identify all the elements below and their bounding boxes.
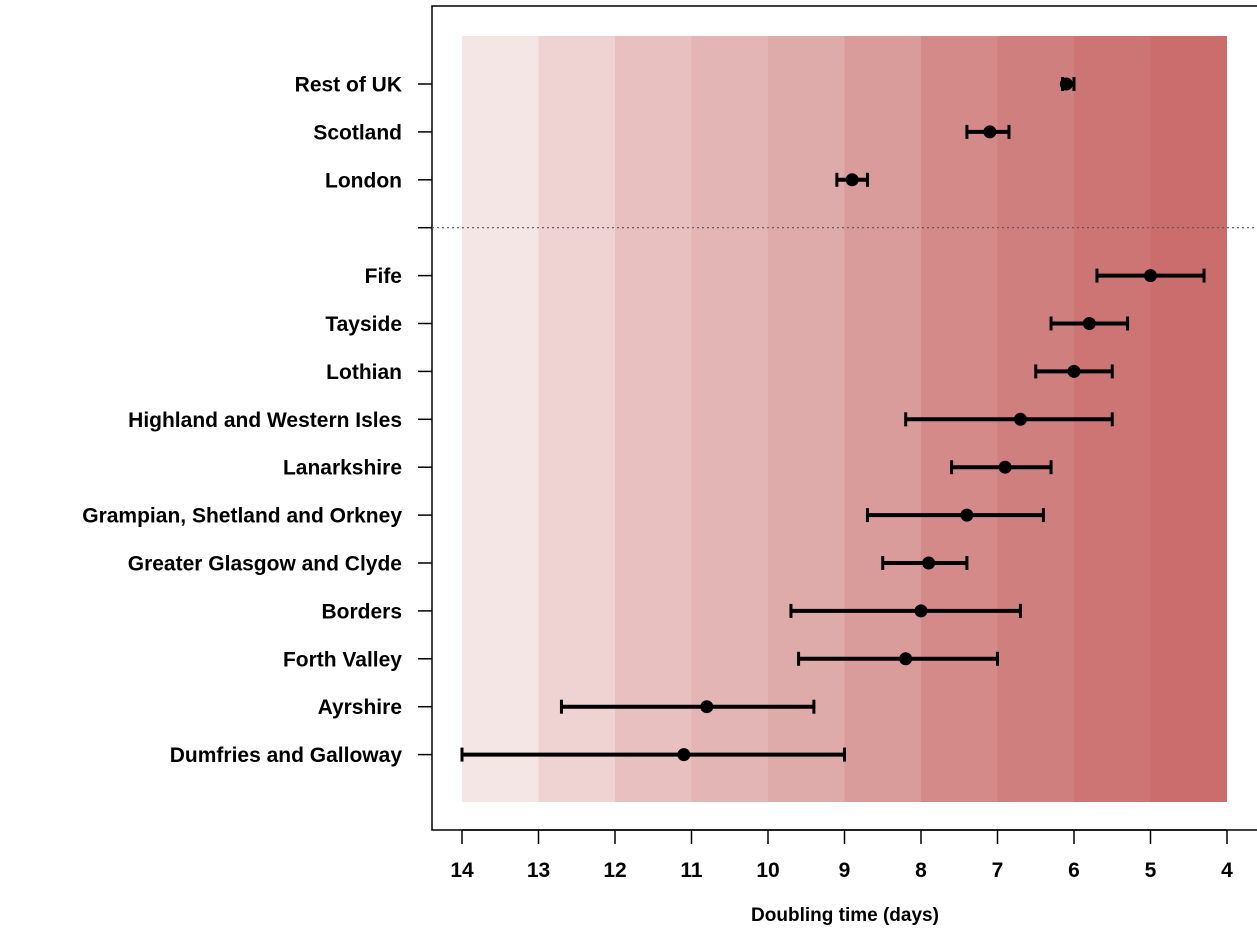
band-13-12 — [538, 36, 615, 802]
point-estimate — [677, 748, 691, 762]
data-rows: Rest of UK Scotland London Fife Tayside Lothi… — [82, 74, 1206, 767]
row-label: Lanarkshire — [283, 457, 402, 480]
point-estimate — [700, 700, 714, 714]
row-label: Lothian — [326, 361, 402, 384]
data-row: Tayside — [325, 313, 1130, 336]
data-row: Scotland — [313, 121, 1011, 144]
row-label: Tayside — [325, 313, 402, 336]
row-label: Grampian, Shetland and Orkney — [82, 505, 402, 528]
row-label: Highland and Western Isles — [128, 409, 402, 432]
band-5-4 — [1150, 36, 1227, 802]
data-row: Highland and Western Isles — [128, 409, 1114, 432]
data-row: Lothian — [326, 361, 1114, 384]
x-tick-label: 14 — [450, 859, 474, 882]
point-estimate — [1082, 317, 1096, 330]
data-row: Rest of UK — [295, 74, 1076, 97]
row-label: Forth Valley — [283, 648, 402, 671]
x-tick-label: 6 — [1068, 859, 1080, 882]
row-label: Borders — [321, 600, 402, 623]
x-tick-label: 9 — [839, 859, 851, 882]
row-label: Dumfries and Galloway — [170, 744, 403, 767]
data-row: Greater Glasgow and Clyde — [128, 553, 969, 576]
data-row: Lanarkshire — [283, 457, 1053, 480]
x-tick-label: 7 — [992, 859, 1004, 882]
row-label: Ayrshire — [318, 696, 402, 719]
point-estimate — [914, 604, 928, 618]
row-label: London — [325, 169, 402, 192]
point-estimate — [960, 508, 974, 522]
x-axis-title: Doubling time (days) — [751, 905, 939, 926]
band-12-11 — [615, 36, 692, 802]
point-estimate — [922, 556, 936, 570]
data-row: Dumfries and Galloway — [170, 744, 846, 767]
row-label: Fife — [365, 265, 402, 288]
x-tick-label: 11 — [680, 859, 703, 882]
band-14-13 — [462, 36, 539, 802]
point-estimate — [1067, 364, 1081, 378]
x-tick-label: 8 — [915, 859, 927, 882]
x-tick-label: 5 — [1145, 859, 1157, 882]
row-label: Scotland — [313, 121, 402, 144]
point-estimate — [1059, 77, 1073, 91]
row-label: Greater Glasgow and Clyde — [128, 553, 402, 576]
row-label: Rest of UK — [295, 74, 402, 97]
point-estimate — [1144, 269, 1157, 283]
data-row: Ayrshire — [318, 696, 816, 719]
point-estimate — [899, 652, 913, 666]
x-tick-label: 10 — [756, 859, 779, 882]
band-11-10 — [691, 36, 768, 802]
x-tick-label: 12 — [603, 859, 626, 882]
x-axis: 14 13 12 11 10 9 8 7 6 5 4 — [450, 829, 1233, 882]
data-row: Grampian, Shetland and Orkney — [82, 505, 1045, 528]
data-row: Borders — [321, 600, 1022, 623]
point-estimate — [1013, 412, 1027, 426]
point-estimate — [998, 460, 1012, 474]
data-row: Fife — [365, 265, 1206, 288]
data-row: Forth Valley — [283, 648, 999, 671]
point-estimate — [845, 173, 859, 187]
band-10-9 — [768, 36, 845, 802]
point-estimate — [983, 125, 997, 139]
data-row: London — [325, 169, 869, 192]
x-tick-label: 4 — [1221, 859, 1233, 882]
x-tick-label: 13 — [527, 859, 550, 882]
